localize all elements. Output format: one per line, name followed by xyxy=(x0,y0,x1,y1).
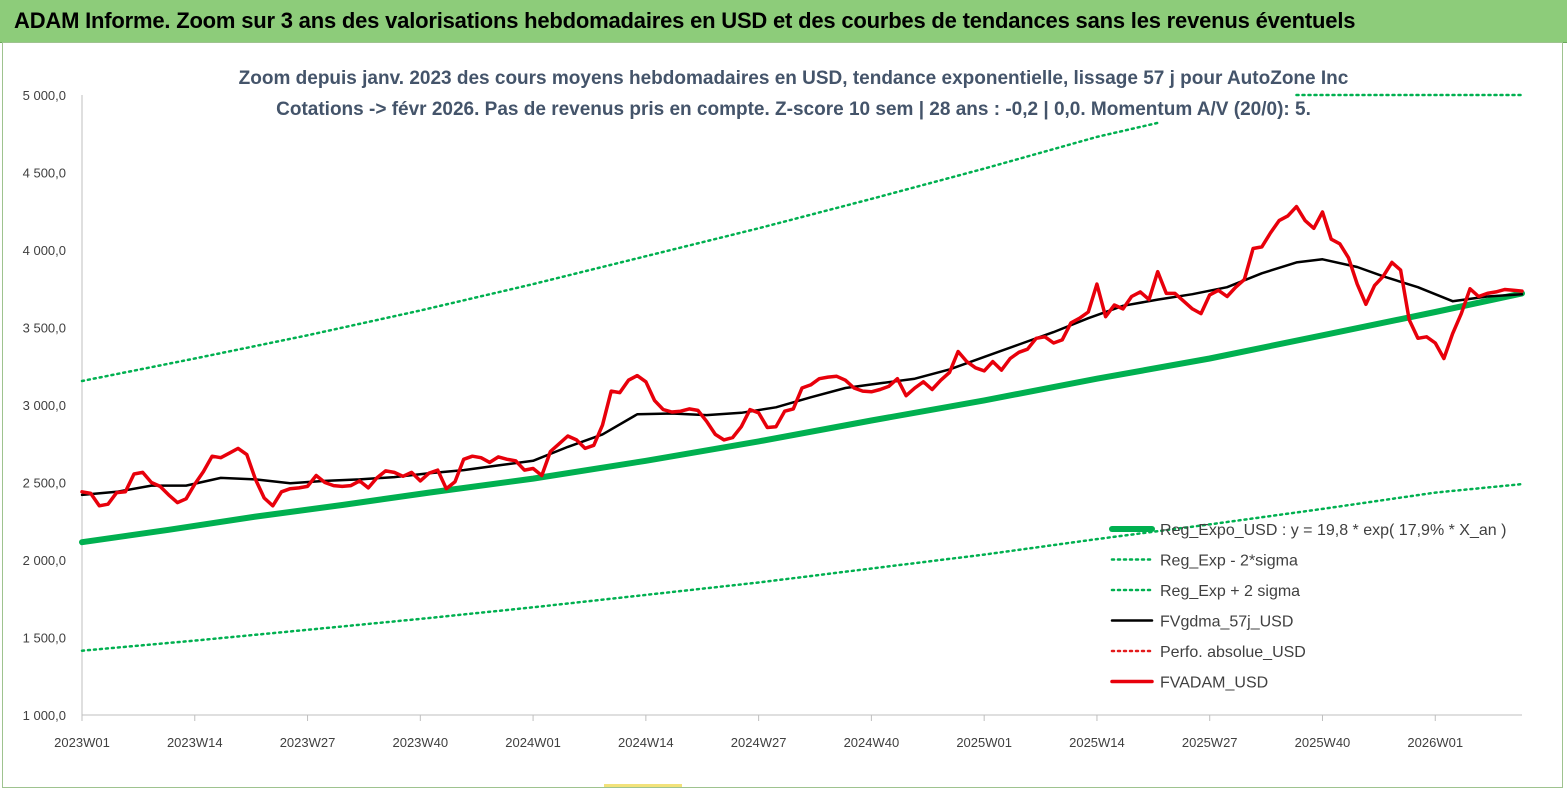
y-tick-label: 3 500,0 xyxy=(23,321,66,336)
x-tick-label: 2025W27 xyxy=(1182,735,1238,750)
x-tick-label: 2024W40 xyxy=(844,735,900,750)
legend-label-0: Reg_Expo_USD : y = 19,8 * exp( 17,9% * X… xyxy=(1160,522,1506,539)
series-line-0 xyxy=(79,290,1525,546)
y-tick-label: 2 500,0 xyxy=(23,476,66,491)
y-tick-label: 3 000,0 xyxy=(23,398,66,413)
legend-label-4: Perfo. absolue_USD xyxy=(1160,644,1306,661)
x-tick-label: 2023W40 xyxy=(392,735,448,750)
y-axis: 1 000,0 1 500,0 2 000,0 2 500,0 3 000,0 3 500… xyxy=(23,88,83,723)
x-tick-label: 2024W01 xyxy=(505,735,561,750)
legend-label-2: Reg_Exp + 2 sigma xyxy=(1160,583,1300,600)
x-axis: 2023W01 2023W14 2023W27 2023W40 2024W01 2024W… xyxy=(54,714,1522,750)
chart-title: Zoom depuis janv. 2023 des cours moyens … xyxy=(238,68,1349,89)
x-tick-label: 2023W27 xyxy=(280,735,336,750)
x-tick-label: 2025W01 xyxy=(956,735,1012,750)
x-tick-label: 2023W14 xyxy=(167,735,223,750)
series-line-5 xyxy=(80,204,1524,508)
legend-label-1: Reg_Exp - 2*sigma xyxy=(1160,553,1298,570)
legend-label-3: FVgdma_57j_USD xyxy=(1160,614,1293,631)
y-tick-label: 2 000,0 xyxy=(23,553,66,568)
series-line-2 xyxy=(80,121,1159,383)
series-layer xyxy=(79,93,1525,652)
x-tick-label: 2024W14 xyxy=(618,735,674,750)
legend-label-5: FVADAM_USD xyxy=(1160,675,1268,692)
series-line-1 xyxy=(80,482,1524,652)
x-tick-label: 2024W27 xyxy=(731,735,787,750)
y-tick-label: 4 500,0 xyxy=(23,166,66,181)
x-tick-label: 2025W40 xyxy=(1295,735,1351,750)
page-title: ADAM Informe. Zoom sur 3 ans des valoris… xyxy=(14,8,1356,33)
x-tick-label: 2023W01 xyxy=(54,735,110,750)
page-header: ADAM Informe. Zoom sur 3 ans des valoris… xyxy=(0,0,1567,43)
legend: Reg_Expo_USD : y = 19,8 * exp( 17,9% * X… xyxy=(1109,522,1506,692)
y-tick-label: 1 000,0 xyxy=(23,708,66,723)
y-tick-label: 1 500,0 xyxy=(23,631,66,646)
y-tick-label: 5 000,0 xyxy=(23,88,66,103)
chart-frame xyxy=(2,42,1563,788)
y-tick-label: 4 000,0 xyxy=(23,243,66,258)
chart-subtitle: Cotations -> févr 2026. Pas de revenus p… xyxy=(276,99,1311,120)
scroll-indicator xyxy=(604,784,682,787)
x-tick-label: 2026W01 xyxy=(1407,735,1463,750)
x-tick-label: 2025W14 xyxy=(1069,735,1125,750)
series-line-3 xyxy=(80,258,1524,497)
